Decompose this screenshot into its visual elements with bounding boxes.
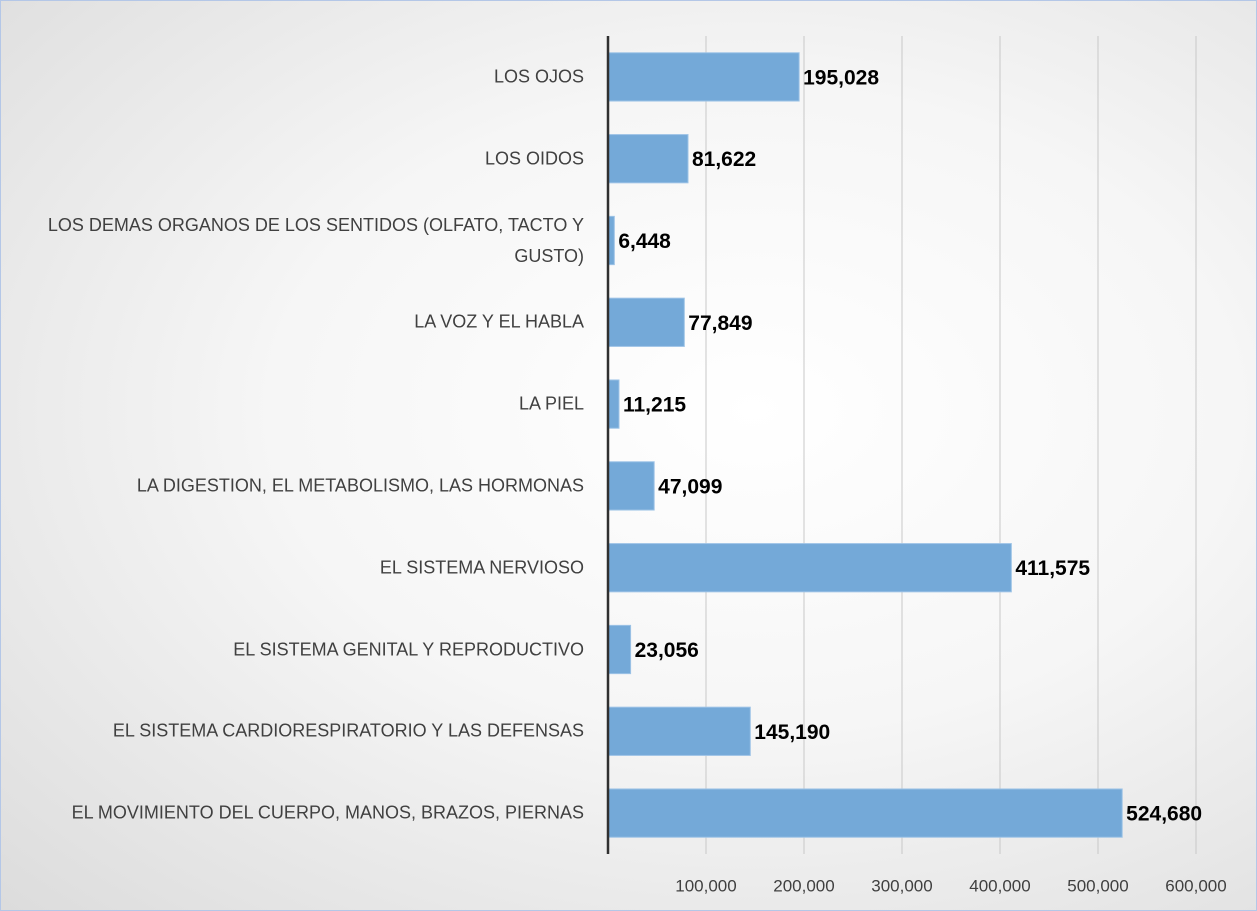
category-label: LOS OIDOS [484, 148, 584, 169]
category-label: LA VOZ Y EL HABLA [414, 311, 584, 332]
data-label: 11,215 [623, 394, 686, 417]
data-label: 195,028 [803, 66, 879, 89]
x-tick-label: 500,000 [1067, 876, 1128, 895]
category-label: LA DIGESTION, EL METABOLISMO, LAS HORMON… [136, 475, 584, 496]
x-tick-label: 100,000 [675, 876, 736, 895]
bar [607, 543, 1012, 593]
category-label: EL SISTEMA CARDIORESPIRATORIO Y LAS DEFE… [112, 720, 584, 741]
category-label: EL SISTEMA GENITAL Y REPRODUCTIVO [233, 639, 584, 659]
category-label: EL SISTEMA NERVIOSO [379, 557, 584, 578]
bar [607, 461, 655, 511]
data-label: 411,575 [1015, 557, 1090, 580]
bar [607, 624, 632, 675]
category-label: LOS OJOS [493, 66, 584, 87]
data-label: 145,190 [754, 721, 830, 744]
bar [607, 788, 1123, 838]
bar [607, 134, 689, 184]
x-tick-label: 600,000 [1165, 876, 1226, 895]
data-label: 6,448 [618, 230, 671, 253]
data-label: 77,849 [688, 312, 752, 335]
data-label: 524,680 [1126, 803, 1202, 826]
bar [607, 297, 685, 347]
category-label: EL MOVIMIENTO DEL CUERPO, MANOS, BRAZOS,… [71, 802, 584, 823]
data-label: 47,099 [658, 475, 722, 498]
bar [607, 52, 800, 102]
category-label: LA PIEL [518, 393, 584, 414]
x-tick-label: 400,000 [969, 876, 1030, 895]
bar [607, 379, 620, 429]
data-label: 81,622 [692, 148, 756, 171]
bar [607, 706, 751, 756]
x-tick-label: 200,000 [773, 876, 834, 895]
x-tick-label: 300,000 [871, 876, 932, 895]
data-label: 23,056 [635, 639, 699, 662]
category-label: LOS DEMAS ORGANOS DE LOS SENTIDOS (OLFAT… [47, 214, 584, 266]
